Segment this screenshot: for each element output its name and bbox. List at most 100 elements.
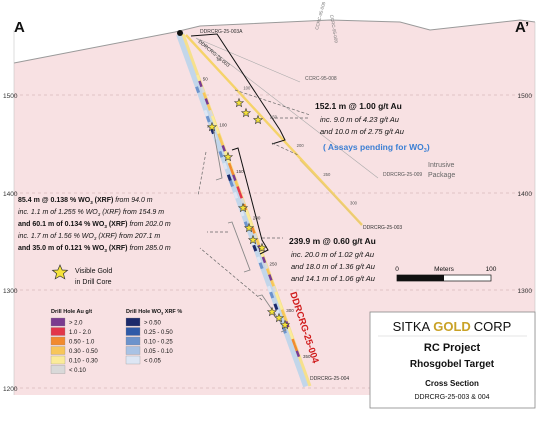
au-segment — [265, 268, 271, 275]
visible-gold-star — [266, 306, 278, 317]
wo3-segment — [233, 191, 239, 199]
legend-au-title: Drill Hole Au g/t — [51, 309, 92, 315]
legend-au-label: 0.10 - 0.30 — [69, 358, 98, 364]
visible-gold-label-2: in Drill Core — [75, 279, 112, 286]
visible-gold-stars — [206, 97, 291, 330]
wo3-segment — [267, 285, 273, 293]
ddrcrg-009-label: DDRCRG-25-009 — [383, 172, 422, 178]
target-name: Rhosgobel Target — [410, 359, 495, 370]
visible-gold-star — [243, 222, 255, 233]
drill-hole-003-trace — [185, 34, 363, 226]
au-segment — [244, 209, 250, 217]
au-segment — [208, 109, 214, 117]
bracket-hole-003 — [190, 33, 286, 145]
hole-003a-label: DDRCRG-25-003A — [200, 29, 243, 35]
depth-tick-004: 150 — [236, 169, 244, 174]
elevation-label-right-1300: 1300 — [518, 288, 533, 295]
depth-tick-003: 100 — [243, 86, 251, 91]
elevation-label-left-1400: 1400 — [3, 191, 18, 198]
project-name: RC Project — [424, 342, 481, 354]
legend-wo3-swatch — [125, 355, 141, 365]
au-segment — [227, 162, 233, 170]
visible-gold-star — [256, 242, 268, 253]
leader-lines — [197, 89, 311, 301]
legend-au-label: 1.0 - 2.0 — [69, 330, 92, 336]
hole003-inc1: inc. 9.0 m of 4.23 g/t Au — [320, 115, 400, 124]
au-segment — [206, 103, 212, 111]
au-segment — [200, 86, 205, 94]
intrusive-package-area — [14, 20, 535, 395]
legend-wo3-label: 0.25 - 0.50 — [144, 330, 173, 336]
bracket-hole-004-mid — [227, 221, 251, 273]
depth-tick-004: 300 — [286, 308, 294, 313]
legend-au: Drill Hole Au g/t > 2.0 1.0 - 2.0 0.50 - 1… — [50, 309, 98, 374]
section-type: Cross Section — [425, 379, 479, 388]
wo3-line-2: inc. 1.1 m of 1.255 % WO3 (XRF) from 154… — [18, 209, 164, 217]
elevation-label-left-1200: 1200 — [3, 386, 18, 393]
legend-wo3-label: 0.10 - 0.25 — [144, 339, 173, 345]
ccrc-label-b: CCRC-95-009 — [329, 14, 339, 43]
au-segment — [234, 180, 239, 187]
depth-tick-003: 150 — [270, 114, 278, 119]
legend-wo3: Drill Hole WO3 XRF % > 0.50 0.25 - 0.50 0.… — [125, 309, 182, 365]
star-icon — [51, 264, 69, 280]
au-segment — [213, 121, 218, 129]
au-segment — [210, 115, 216, 123]
section-end-right: A’ — [515, 19, 529, 36]
au-segment — [272, 285, 277, 293]
hole003-intercept: 152.1 m @ 1.00 g/t Au — [315, 101, 402, 111]
au-segment — [202, 92, 207, 99]
assays-pending-note: ( Assays pending for WO3) — [323, 142, 430, 154]
hole004-inc1: inc. 20.0 m of 1.02 g/t Au — [291, 250, 375, 259]
scale-bar-min: 0 — [395, 266, 399, 273]
legend-au-label: 0.30 - 0.50 — [69, 349, 98, 355]
elevation-label-right-1400: 1400 — [518, 191, 533, 198]
au-segment — [246, 215, 252, 223]
visible-gold-star — [247, 234, 259, 245]
legend-au-swatch — [50, 365, 66, 374]
scale-bar-label: Meters — [434, 266, 455, 273]
visible-gold-star — [240, 107, 252, 118]
au-segment — [287, 326, 292, 334]
legend-au-label: > 2.0 — [69, 320, 83, 326]
drill-collar — [177, 30, 183, 36]
wo3-segment — [229, 180, 234, 188]
au-segment — [236, 186, 241, 193]
wo3-segment — [203, 109, 209, 117]
elevation-label-left-1300: 1300 — [3, 288, 18, 295]
au-segment — [232, 174, 237, 182]
au-segment — [263, 262, 269, 270]
company-logo: SITKA GOLD CORP — [393, 319, 512, 334]
elevation-label-left-1500: 1500 — [3, 93, 18, 100]
scale-bar: Meters 0 100 — [395, 266, 497, 282]
visible-gold-star — [252, 114, 264, 125]
au-segment — [240, 197, 246, 205]
au-segment — [291, 338, 296, 346]
au-segment — [293, 344, 298, 352]
wo3-segment — [195, 86, 201, 94]
visible-gold-label-1: Visible Gold — [75, 268, 112, 275]
au-segment — [270, 279, 275, 287]
bracket-hole-004-gold — [231, 147, 269, 255]
visible-gold-star — [279, 319, 291, 330]
legend-wo3-swatch — [125, 336, 141, 346]
intrusive-label-2: Package — [428, 172, 455, 179]
au-segment — [255, 238, 260, 246]
legend-au-swatch — [50, 355, 66, 365]
au-segment — [230, 168, 235, 176]
au-segment — [219, 139, 224, 146]
visible-gold-star — [233, 97, 245, 108]
au-segment — [289, 332, 294, 340]
elevation-label-right-1500: 1500 — [518, 93, 533, 100]
intrusive-label-1: Intrusive — [428, 162, 455, 169]
legend-au-label: < 0.10 — [69, 368, 87, 374]
au-segment — [215, 127, 220, 135]
visible-gold-star — [273, 312, 285, 323]
hole-003-end-label: DDRCRG-25-003 — [363, 225, 402, 231]
wo3-line-3: and 60.1 m of 0.134 % WO3 (XRF) from 202… — [18, 221, 171, 229]
depth-tick-003: 200 — [297, 143, 305, 148]
wo3-segment — [273, 303, 279, 311]
wo3-intervals: 85.4 m @ 0.138 % WO3 (XRF) from 94.0 m i… — [18, 197, 171, 253]
au-segment — [204, 98, 210, 105]
